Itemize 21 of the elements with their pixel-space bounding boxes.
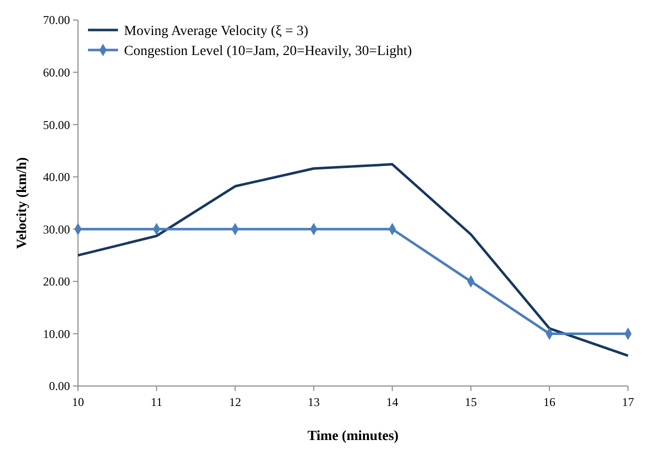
y-axis-title: Velocity (km/h) (15, 156, 30, 249)
x-tick-label: 13 (308, 395, 320, 409)
y-tick-label: 70.00 (43, 13, 70, 28)
legend-label: Congestion Level (10=Jam, 20=Heavily, 30=Light) (124, 44, 412, 59)
x-tick-label: 17 (622, 395, 634, 409)
y-tick-label: 10.00 (43, 326, 70, 341)
x-tick-label: 10 (72, 395, 84, 409)
y-tick-label: 60.00 (43, 65, 70, 80)
line-series (76, 163, 630, 357)
y-tick-label: 40.00 (43, 170, 70, 184)
y-tick-label: 0.00 (49, 379, 70, 394)
y-tick-label: 30.00 (43, 222, 70, 236)
x-tick-label: 11 (150, 395, 162, 409)
x-tick-label: 14 (386, 395, 398, 409)
x-tick-label: 12 (229, 395, 242, 409)
x-tick-label: 15 (464, 395, 477, 409)
legend-label: Moving Average Velocity (ξ = 3) (124, 24, 309, 39)
y-tick-label: 20.00 (43, 274, 70, 289)
x-tick-label: 16 (543, 395, 556, 409)
y-tick-label: 50.00 (43, 118, 70, 132)
x-axis-title: Time (minutes) (307, 429, 399, 444)
